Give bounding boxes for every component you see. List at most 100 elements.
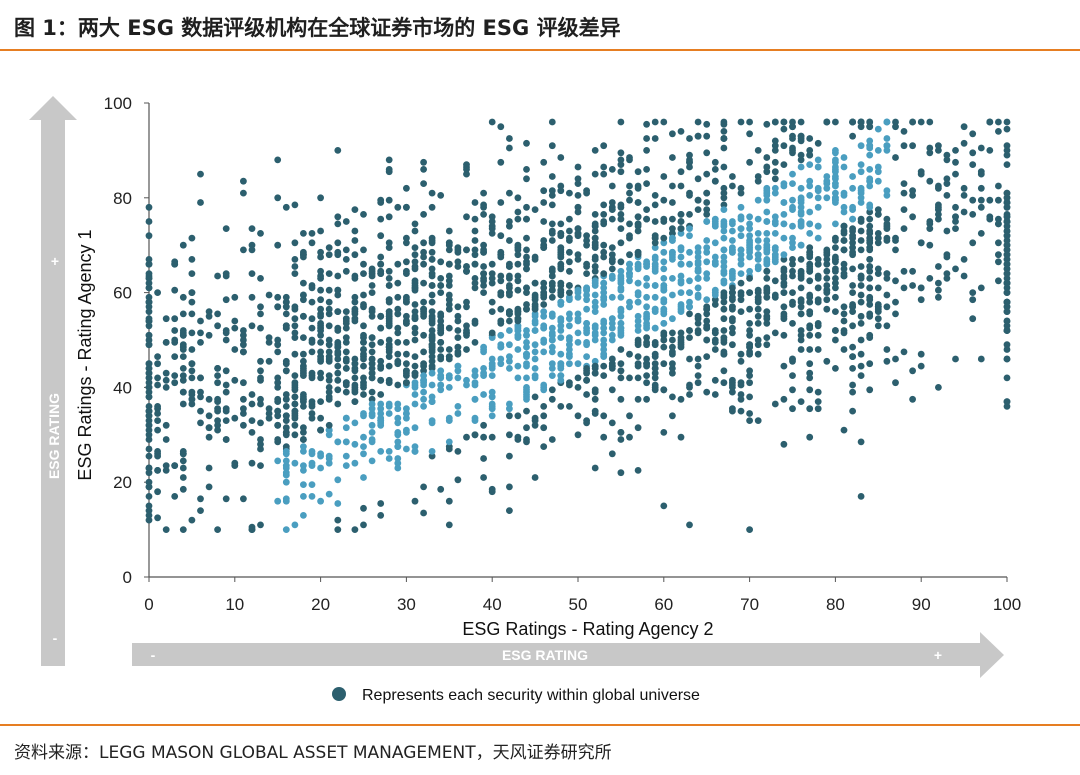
scatter-point — [677, 303, 685, 311]
scatter-point — [814, 405, 822, 413]
scatter-point — [385, 166, 393, 173]
scatter-point — [857, 118, 865, 126]
scatter-point — [754, 215, 762, 223]
scatter-point — [814, 203, 822, 211]
scatter-point — [342, 438, 350, 446]
scatter-point — [403, 445, 410, 453]
scatter-point — [583, 327, 590, 334]
scatter-point — [377, 199, 385, 206]
scatter-point — [317, 374, 324, 382]
scatter-point — [806, 369, 814, 377]
scatter-point — [154, 403, 162, 410]
scatter-point — [763, 230, 771, 237]
scatter-point — [531, 206, 539, 214]
scatter-point — [300, 312, 307, 320]
scatter-point — [892, 154, 899, 161]
scatter-point — [720, 305, 728, 313]
scatter-point — [282, 391, 290, 398]
scatter-point — [411, 251, 419, 259]
scatter-point — [557, 372, 565, 379]
scatter-point — [514, 286, 522, 294]
scatter-point — [291, 303, 299, 311]
scatter-point — [651, 118, 659, 126]
scatter-point — [420, 403, 427, 410]
scatter-point — [643, 135, 650, 142]
scatter-point — [403, 369, 410, 377]
scatter-point — [368, 436, 376, 443]
scatter-point — [823, 118, 831, 126]
scatter-point — [523, 339, 530, 346]
scatter-point — [240, 331, 247, 339]
scatter-point — [368, 282, 376, 289]
scatter-point — [394, 324, 402, 332]
scatter-point — [514, 241, 522, 249]
scatter-point — [394, 339, 402, 346]
scatter-point — [317, 348, 324, 356]
scatter-point — [248, 270, 256, 277]
scatter-point — [197, 170, 204, 178]
scatter-point — [428, 398, 436, 405]
scatter-point — [317, 357, 324, 365]
scatter-point — [754, 305, 762, 313]
scatter-point — [394, 203, 402, 211]
scatter-point — [385, 244, 393, 252]
scatter-point — [145, 417, 153, 424]
scatter-point — [205, 412, 213, 420]
scatter-point — [308, 410, 316, 417]
scatter-point — [506, 353, 513, 360]
scatter-point — [334, 327, 342, 334]
scatter-point — [368, 360, 376, 368]
scatter-point — [154, 360, 162, 368]
scatter-point — [591, 336, 599, 344]
scatter-point — [411, 448, 419, 455]
scatter-point — [737, 391, 745, 398]
scatter-point — [214, 417, 222, 424]
scatter-point — [463, 346, 470, 353]
scatter-point — [669, 130, 676, 138]
scatter-points — [145, 118, 1011, 533]
scatter-point — [274, 336, 282, 344]
scatter-point — [583, 296, 590, 304]
scatter-point — [445, 246, 453, 254]
scatter-point — [634, 424, 642, 432]
scatter-point — [471, 275, 479, 282]
scatter-point — [506, 222, 513, 230]
scatter-point — [608, 320, 616, 327]
scatter-point — [746, 130, 753, 138]
x-tick-label: 0 — [144, 595, 153, 614]
scatter-point — [574, 360, 582, 368]
scatter-point — [214, 421, 222, 429]
scatter-point — [497, 360, 505, 368]
scatter-point — [463, 170, 470, 178]
scatter-point — [634, 298, 642, 306]
scatter-point — [377, 448, 385, 455]
scatter-point — [325, 244, 333, 252]
scatter-point — [608, 362, 616, 370]
scatter-point — [403, 360, 410, 368]
scatter-point — [548, 220, 556, 228]
scatter-point — [300, 481, 307, 488]
scatter-point — [952, 265, 959, 273]
scatter-point — [926, 275, 934, 282]
scatter-point — [651, 384, 659, 391]
scatter-point — [291, 329, 299, 337]
scatter-point — [205, 433, 213, 441]
scatter-point — [754, 265, 762, 273]
scatter-point — [780, 315, 788, 323]
scatter-point — [780, 310, 788, 318]
scatter-point — [403, 270, 410, 277]
scatter-point — [162, 467, 170, 474]
scatter-point — [651, 201, 659, 209]
scatter-point — [608, 244, 616, 252]
scatter-point — [789, 372, 796, 379]
scatter-point — [694, 372, 702, 379]
scatter-point — [797, 256, 805, 263]
scatter-point — [874, 147, 882, 154]
scatter-point — [454, 246, 462, 254]
scatter-point — [711, 301, 719, 308]
scatter-point — [480, 270, 487, 277]
scatter-point — [746, 244, 753, 252]
scatter-point — [703, 353, 711, 360]
scatter-point — [540, 384, 548, 391]
scatter-point — [677, 211, 685, 218]
